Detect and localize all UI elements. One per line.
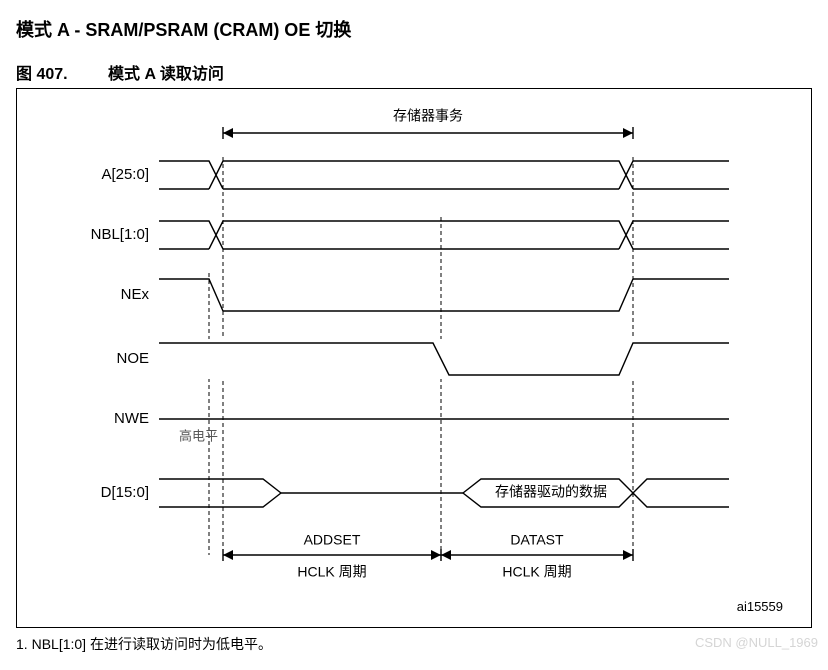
svg-text:存储器事务: 存储器事务 [393, 108, 463, 124]
footnote-text: NBL[1:0] 在进行读取访问时为低电平。 [32, 636, 272, 652]
svg-text:DATAST: DATAST [510, 532, 564, 548]
figure-caption: 图 407. 模式 A 读取访问 [16, 60, 812, 84]
timing-diagram: 存储器事务 A[25:0] NBL[1:0] NEx NOE NWE 高电平 D[15:0] 存… [29, 103, 789, 619]
figure-name: 模式 A 读取访问 [108, 66, 224, 83]
svg-text:NOE: NOE [116, 350, 149, 367]
figure-number: 图 407. [16, 66, 68, 83]
svg-text:A[25:0]: A[25:0] [101, 166, 149, 183]
svg-text:高电平: 高电平 [179, 428, 218, 443]
svg-text:HCLK 周期: HCLK 周期 [297, 564, 366, 580]
svg-text:ai15559: ai15559 [737, 599, 783, 614]
svg-text:ADDSET: ADDSET [304, 532, 361, 548]
svg-text:NWE: NWE [114, 410, 149, 427]
svg-text:D[15:0]: D[15:0] [101, 484, 149, 501]
footnote-num: 1. [16, 636, 28, 652]
svg-text:NBL[1:0]: NBL[1:0] [91, 226, 149, 243]
svg-text:HCLK 周期: HCLK 周期 [502, 564, 571, 580]
svg-text:NEx: NEx [121, 286, 150, 303]
svg-text:存储器驱动的数据: 存储器驱动的数据 [495, 484, 607, 500]
section-title: 模式 A - SRAM/PSRAM (CRAM) OE 切换 [16, 16, 812, 42]
footnote: 1. NBL[1:0] 在进行读取访问时为低电平。 [16, 634, 812, 654]
diagram-frame: 存储器事务 A[25:0] NBL[1:0] NEx NOE NWE 高电平 D[15:0] 存… [16, 88, 812, 628]
watermark: CSDN @NULL_1969 [695, 635, 818, 650]
